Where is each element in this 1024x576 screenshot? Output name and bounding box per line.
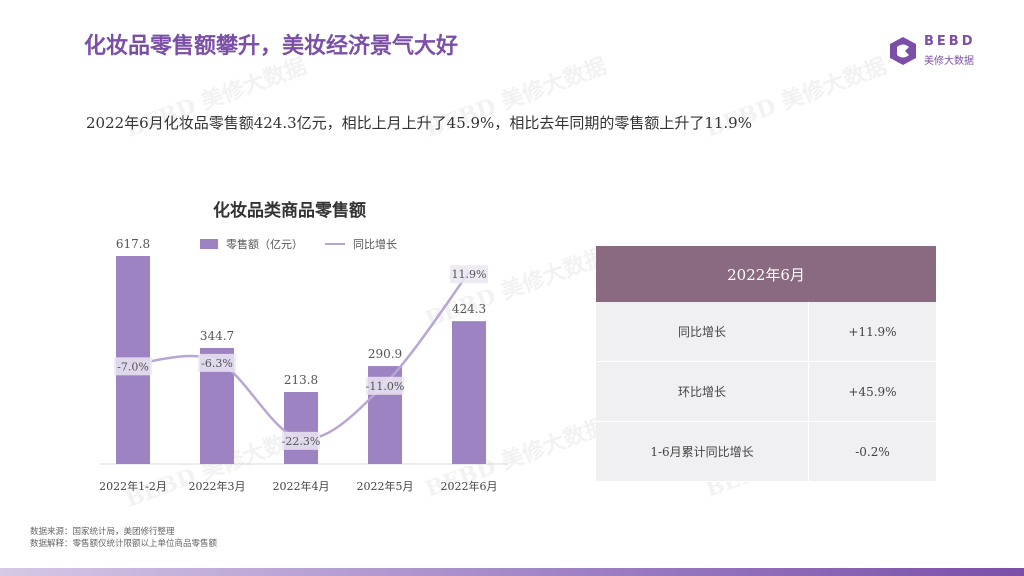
- logo-text-cn: 美修大数据: [924, 56, 974, 67]
- table-row: 同比增长 +11.9%: [596, 302, 936, 362]
- table-cell-value: -0.2%: [855, 444, 890, 459]
- table-cell-label: 环比增长: [596, 362, 809, 421]
- brand-logo: BEBD 美修大数据: [888, 34, 988, 70]
- line-value-label: -11.0%: [366, 380, 405, 393]
- legend-bar-swatch: [200, 239, 218, 249]
- legend-bar-label: 零售额（亿元）: [226, 238, 303, 251]
- table-header: 2022年6月: [596, 246, 936, 302]
- june-summary-table: 2022年6月 同比增长 +11.9% 环比增长 +45.9% 1-6月累计同比…: [596, 246, 936, 482]
- bar: [452, 321, 486, 464]
- line-value-label: -22.3%: [282, 435, 321, 448]
- line-value-label: 11.9%: [452, 268, 487, 281]
- line-label-bg: [450, 265, 488, 284]
- bar-value-label: 424.3: [452, 302, 486, 316]
- line-value-label: -6.3%: [201, 357, 233, 370]
- bar-value-label: 213.8: [284, 373, 318, 387]
- x-tick-label: 2022年6月: [441, 479, 498, 493]
- table-cell-label: 同比增长: [596, 302, 809, 361]
- line-label-bg: [366, 376, 404, 395]
- retail-sales-chart: 617.8 344.7 213.8 290.9 424.3 -7.0% -6.3% -22.3…: [99, 237, 508, 493]
- line-label-bg: [198, 353, 236, 372]
- footnote-note: 数据解释：零售额仅统计限额以上单位商品零售额: [30, 539, 218, 549]
- footnote: 数据来源：国家统计局，美团修行整理 数据解释：零售额仅统计限额以上单位商品零售额: [30, 526, 217, 550]
- chart-legend: 零售额（亿元） 同比增长: [200, 236, 397, 252]
- footnote-source: 数据来源：国家统计局，美团修行整理: [30, 527, 175, 537]
- logo-text-en: BEBD: [924, 34, 976, 49]
- chart-title: 化妆品类商品零售额: [213, 201, 366, 221]
- bar-value-label: 290.9: [368, 347, 402, 361]
- page-title: 化妆品零售额攀升，美妆经济景气大好: [84, 34, 459, 59]
- legend-line-label: 同比增长: [353, 238, 397, 251]
- table-cell-value: +45.9%: [848, 384, 897, 399]
- bar-value-label: 617.8: [116, 237, 150, 251]
- x-tick-label: 2022年1-2月: [99, 479, 167, 493]
- x-tick-label: 2022年3月: [189, 479, 246, 493]
- bar: [284, 392, 318, 464]
- table-cell-value: +11.9%: [848, 324, 897, 339]
- logo-icon: [890, 37, 916, 65]
- legend-line-swatch: [325, 243, 345, 245]
- line-value-label: -7.0%: [117, 360, 149, 373]
- line-label-bg: [114, 357, 152, 376]
- summary-text: 2022年6月化妆品零售额424.3亿元，相比上月上升了45.9%，相比去年同期…: [86, 114, 752, 132]
- line-label-bg: [282, 431, 320, 450]
- x-tick-label: 2022年4月: [273, 479, 330, 493]
- table-cell-label: 1-6月累计同比增长: [596, 422, 809, 481]
- bottom-accent-bar: [0, 568, 1024, 576]
- x-tick-label: 2022年5月: [357, 479, 414, 493]
- bar-value-label: 344.7: [200, 329, 234, 343]
- table-row: 1-6月累计同比增长 -0.2%: [596, 422, 936, 482]
- table-row: 环比增长 +45.9%: [596, 362, 936, 422]
